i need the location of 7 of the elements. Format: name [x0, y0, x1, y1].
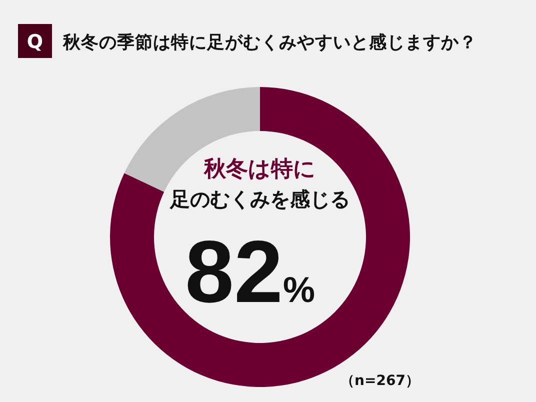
text: （n=267） — [340, 373, 420, 389]
q-badge: Q — [18, 24, 52, 58]
text: 秋冬は特に — [203, 157, 316, 182]
text: 足のむくみを感じる — [169, 187, 350, 211]
chart-title: 秋冬の季節は特に足がむくみやすいと感じますか？ — [62, 32, 477, 53]
donut-slice — [110, 87, 410, 387]
data-label: 82% — [185, 222, 315, 321]
